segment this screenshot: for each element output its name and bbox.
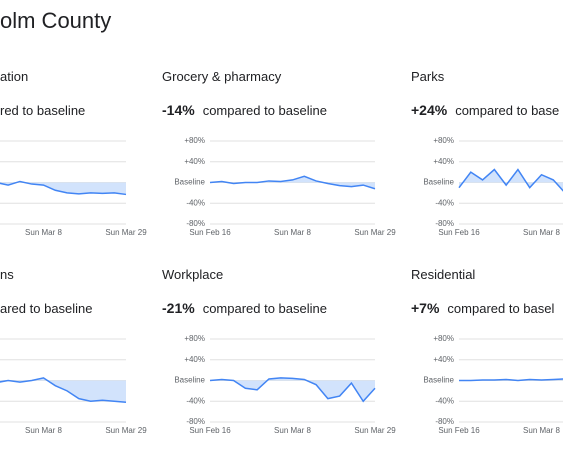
caption: compared to baseline [203,301,327,316]
y-tick-label: +80% [433,136,454,145]
y-tick-label: +40% [184,157,205,166]
y-tick-label: +40% [433,157,454,166]
panel-title: Residential [411,267,475,282]
x-tick-label: Sun Mar 29 [354,426,396,435]
x-tick-label: Sun Mar 8 [523,228,560,237]
headline: -14% [162,102,195,118]
baseline-area [459,169,563,191]
x-tick-label: Sun Feb 16 [438,228,480,237]
x-tick-label: Sun Feb 16 [189,426,231,435]
y-tick-label: -80% [435,417,454,426]
caption: ared to baseline [0,301,93,316]
panel-title: Parks [411,69,445,84]
x-tick-label: Sun Mar 8 [274,228,311,237]
y-tick-label: -40% [435,198,454,207]
trend-line [209,377,376,403]
baseline-area [0,377,126,403]
y-tick-label: Baseline [423,178,454,187]
caption: compared to base [455,103,559,118]
y-tick-label: -80% [186,417,205,426]
trend-line [459,378,563,382]
y-tick-label: +80% [184,136,205,145]
trend-line [209,175,376,190]
y-tick-label: -80% [186,219,205,228]
panel-title: Grocery & pharmacy [162,69,282,84]
y-tick-label: Baseline [423,376,454,385]
y-tick-label: +80% [184,334,205,343]
y-tick-label: -40% [186,198,205,207]
headline: +24% [411,102,448,118]
y-tick-label: -40% [186,396,205,405]
headline: +7% [411,300,440,316]
y-tick-label: Baseline [174,178,205,187]
baseline-area [210,176,375,189]
x-tick-label: Sun Mar 8 [25,426,62,435]
x-tick-label: Sun Mar 8 [274,426,311,435]
x-tick-label: Sun Mar 29 [105,228,147,237]
y-tick-label: -80% [435,219,454,228]
headline: -21% [162,300,195,316]
x-tick-label: Sun Mar 29 [354,228,396,237]
trend-line [0,377,127,404]
panel-title: ation [0,69,28,84]
y-tick-label: +80% [433,334,454,343]
caption: compared to baseline [203,103,327,118]
y-tick-label: -40% [435,396,454,405]
panel-title: ns [0,267,14,282]
trend-line [458,168,563,192]
y-tick-label: +40% [433,355,454,364]
caption: compared to basel [447,301,554,316]
y-tick-label: Baseline [174,376,205,385]
trend-line [0,180,127,196]
x-tick-label: Sun Mar 29 [105,426,147,435]
baseline-area [210,377,375,402]
page-title: olm County [0,8,111,33]
baseline-area [0,181,126,195]
x-tick-label: Sun Feb 16 [189,228,231,237]
panel-title: Workplace [162,267,223,282]
x-tick-label: Sun Mar 8 [523,426,560,435]
caption: red to baseline [0,103,85,118]
y-tick-label: +40% [184,355,205,364]
x-tick-label: Sun Mar 8 [25,228,62,237]
x-tick-label: Sun Feb 16 [438,426,480,435]
